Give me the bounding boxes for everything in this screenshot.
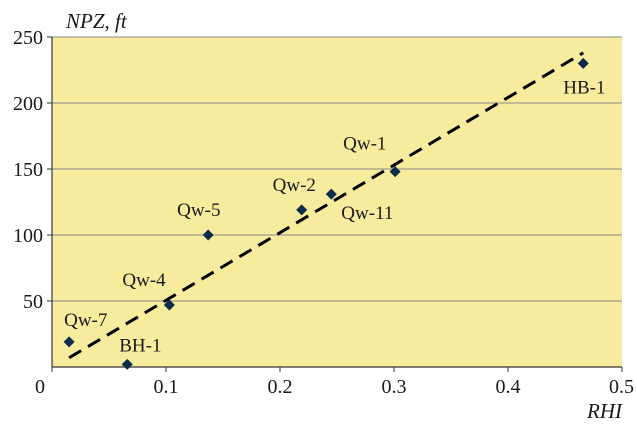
y-tick-label: 100 [13,225,43,247]
y-tick-label: 200 [13,93,43,115]
point-label-qw-4: Qw-4 [122,270,166,291]
point-label-qw-11: Qw-11 [341,203,393,224]
x-tick-label: 0 [35,376,45,398]
point-label-qw-7: Qw-7 [64,310,107,331]
x-tick-label: 0.4 [496,376,521,398]
data-point-qw-7 [63,336,75,348]
y-axis-title: NPZ, ft [65,9,128,33]
data-point-bh-1 [121,358,133,370]
data-points [63,57,589,370]
data-point-qw-2 [296,204,308,216]
y-tick-labels: 50 100 150 200 250 [13,27,52,313]
x-tick-label: 0.2 [268,376,293,398]
data-point-hb-1 [577,57,589,69]
axes [51,37,622,368]
trend-line [68,51,585,360]
point-label-bh-1: BH-1 [119,335,161,356]
y-tick-label: 250 [13,27,43,49]
y-tick-label: 50 [23,291,43,313]
x-tick-label: 0.1 [154,376,179,398]
x-tick-labels: 0 0.1 0.2 0.3 0.4 0.5 [35,367,634,398]
point-labels: Qw-7 BH-1 Qw-4 Qw-5 Qw-2 Qw-11 Qw-1 HB-1 [64,77,605,356]
grid-lines [52,36,622,302]
data-point-qw-4 [163,299,175,311]
x-tick-label: 0.3 [382,376,407,398]
data-point-qw-5 [202,229,214,241]
point-label-qw-2: Qw-2 [273,175,316,196]
data-point-qw-11 [325,188,337,200]
point-label-qw-1: Qw-1 [343,134,386,155]
point-label-qw-5: Qw-5 [177,200,220,221]
x-axis-title: RHI [586,399,623,423]
point-label-hb-1: HB-1 [563,77,605,98]
data-point-qw-1 [389,166,401,178]
x-tick-label: 0.5 [609,376,634,398]
y-tick-label: 150 [13,159,43,181]
